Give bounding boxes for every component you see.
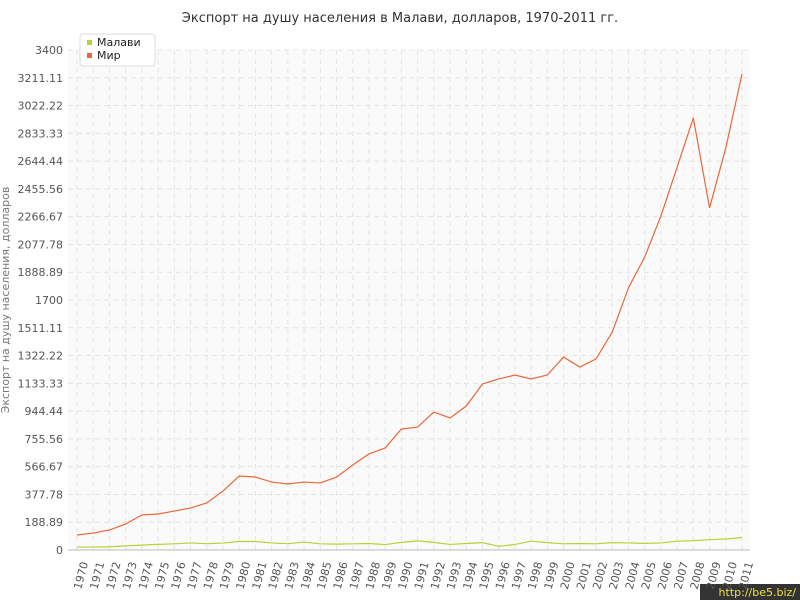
legend-label: Мир [97,49,121,62]
y-tick-label: 1511.11 [18,322,64,335]
y-tick-label: 2077.78 [18,238,64,251]
y-tick-label: 566.67 [25,461,64,474]
y-tick-label: 755.56 [25,433,64,446]
y-axis-label: Экспорт на душу населения, долларов [0,187,12,414]
legend-swatch [87,40,92,45]
y-tick-label: 1888.89 [18,266,64,279]
legend-swatch [87,53,92,58]
y-tick-label: 2644.44 [18,155,64,168]
series-line [76,73,743,536]
y-tick-label: 2455.56 [18,183,64,196]
y-tick-label: 944.44 [25,405,64,418]
y-tick-label: 2266.67 [18,211,64,224]
chart-title: Экспорт на душу населения в Малави, долл… [182,11,618,26]
legend-box [79,33,156,67]
y-tick-label: 1700 [35,294,63,307]
y-tick-label: 1322.22 [18,350,64,363]
y-tick-label: 2833.33 [18,127,64,140]
y-tick-label: 0 [56,544,63,557]
y-tick-label: 188.89 [25,516,64,529]
legend-label: Малави [97,36,141,49]
series-line [77,536,743,548]
watermark: http://be5.biz/ [719,586,797,599]
watermark-bg [700,584,800,600]
y-tick-label: 3022.22 [18,100,64,113]
y-tick-label: 1133.33 [18,377,64,390]
y-tick-label: 3211.11 [18,72,64,85]
y-tick-label: 3400 [35,44,63,57]
y-tick-label: 377.78 [25,488,64,501]
